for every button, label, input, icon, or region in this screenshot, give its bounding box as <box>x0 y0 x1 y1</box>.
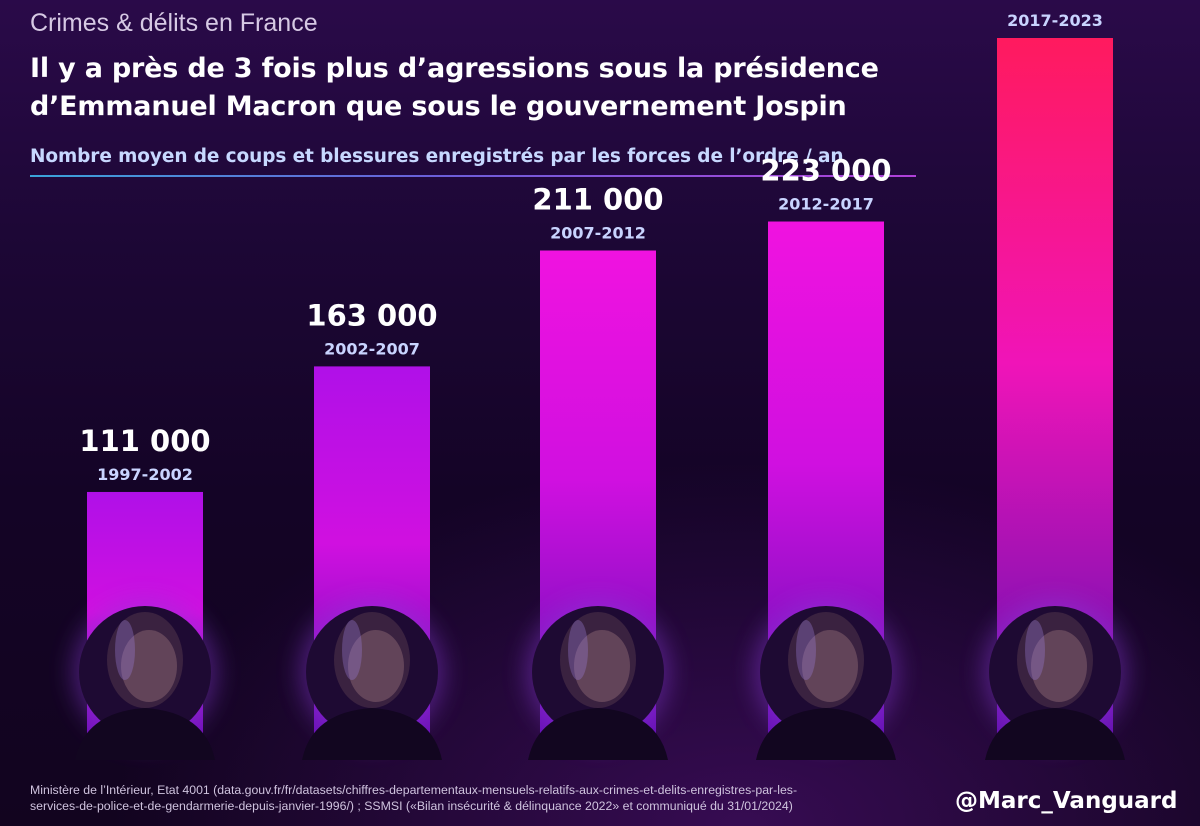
portraits-group <box>73 600 1127 760</box>
portrait-image-3 <box>526 600 670 760</box>
period-label-4: 2012-2017 <box>778 195 874 214</box>
period-label-3: 2007-2012 <box>550 223 646 242</box>
value-label-1: 111 000 <box>79 424 210 458</box>
chart-title: Il y a près de 3 fois plus d’agressions … <box>30 50 935 126</box>
portrait-image-5 <box>983 600 1127 760</box>
chart-caption: Nombre moyen de coups et blessures enreg… <box>30 146 844 167</box>
portrait-image-4 <box>754 600 898 760</box>
value-label-2: 163 000 <box>306 298 437 332</box>
period-label-5: 2017-2023 <box>1007 11 1103 30</box>
period-label-2: 2002-2007 <box>324 339 420 358</box>
source-line-1: Ministère de l’Intérieur, Etat 4001 (dat… <box>30 783 798 797</box>
chart-subtitle: Crimes & délits en France <box>30 9 318 37</box>
caption-underline <box>30 175 916 177</box>
source-note: Ministère de l’Intérieur, Etat 4001 (dat… <box>30 782 940 814</box>
value-label-5: 299 000 <box>989 0 1120 4</box>
chart-title-line-1: Il y a près de 3 fois plus d’agressions … <box>30 53 879 84</box>
value-label-3: 211 000 <box>532 182 663 216</box>
portrait-image-1 <box>73 600 217 760</box>
labels-group: 111 000 1997-2002 163 000 2002-2007 211 000 2… <box>79 0 1120 484</box>
author-handle: @Marc_Vanguard <box>955 788 1178 814</box>
chart-title-line-2: d’Emmanuel Macron que sous le gouverneme… <box>30 91 847 122</box>
period-label-1: 1997-2002 <box>97 465 193 484</box>
source-line-2: services-de-police-et-de-gendarmerie-dep… <box>30 799 793 813</box>
portrait-image-2 <box>300 600 444 760</box>
value-label-4: 223 000 <box>760 154 891 188</box>
